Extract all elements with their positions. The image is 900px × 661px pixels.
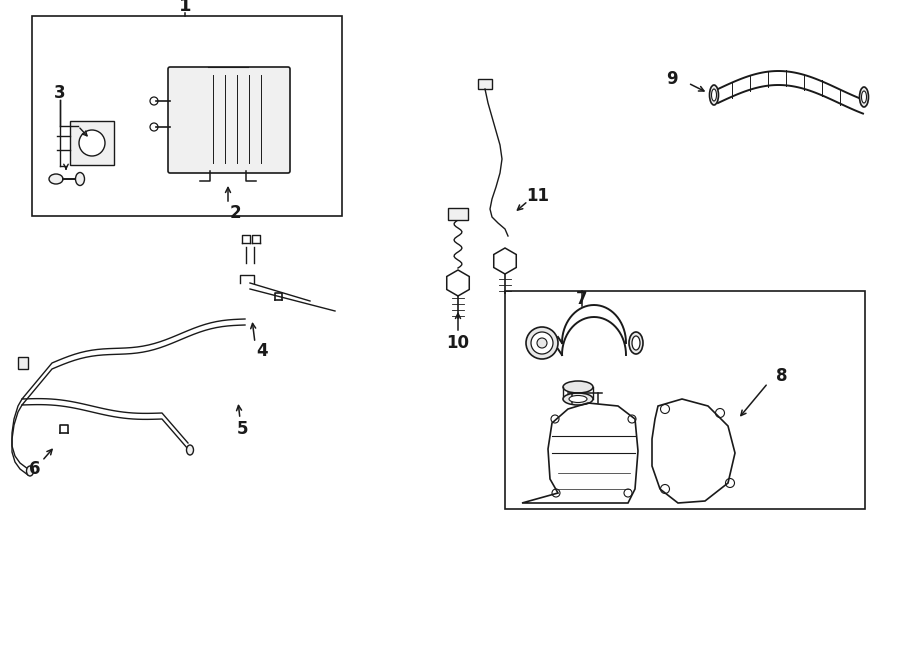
Bar	[70, 121, 114, 165]
Ellipse shape	[629, 332, 643, 354]
Text: 6: 6	[29, 460, 40, 478]
Ellipse shape	[712, 89, 716, 101]
Bar	[478, 79, 492, 89]
Bar	[448, 208, 468, 220]
Text: 4: 4	[256, 342, 268, 360]
Ellipse shape	[563, 393, 593, 405]
Text: 10: 10	[446, 334, 470, 352]
Ellipse shape	[709, 85, 718, 105]
Ellipse shape	[186, 445, 194, 455]
Bar	[32, 16, 342, 216]
Ellipse shape	[531, 332, 553, 354]
Bar	[505, 291, 865, 509]
Bar	[18, 357, 28, 369]
Text: 9: 9	[666, 70, 678, 88]
Text: 11: 11	[526, 187, 550, 205]
Ellipse shape	[569, 395, 587, 403]
Ellipse shape	[563, 381, 593, 393]
Ellipse shape	[76, 173, 85, 186]
Text: 8: 8	[776, 367, 788, 385]
Text: 7: 7	[576, 290, 588, 308]
Ellipse shape	[861, 91, 867, 103]
Text: 2: 2	[230, 204, 241, 222]
Ellipse shape	[49, 174, 63, 184]
Text: 1: 1	[179, 0, 191, 15]
FancyBboxPatch shape	[168, 67, 290, 173]
Ellipse shape	[537, 338, 547, 348]
Ellipse shape	[526, 327, 558, 359]
Ellipse shape	[632, 336, 640, 350]
Ellipse shape	[26, 466, 33, 476]
Circle shape	[79, 130, 105, 156]
Text: 5: 5	[236, 420, 248, 438]
Ellipse shape	[860, 87, 868, 107]
Text: 3: 3	[54, 84, 66, 102]
